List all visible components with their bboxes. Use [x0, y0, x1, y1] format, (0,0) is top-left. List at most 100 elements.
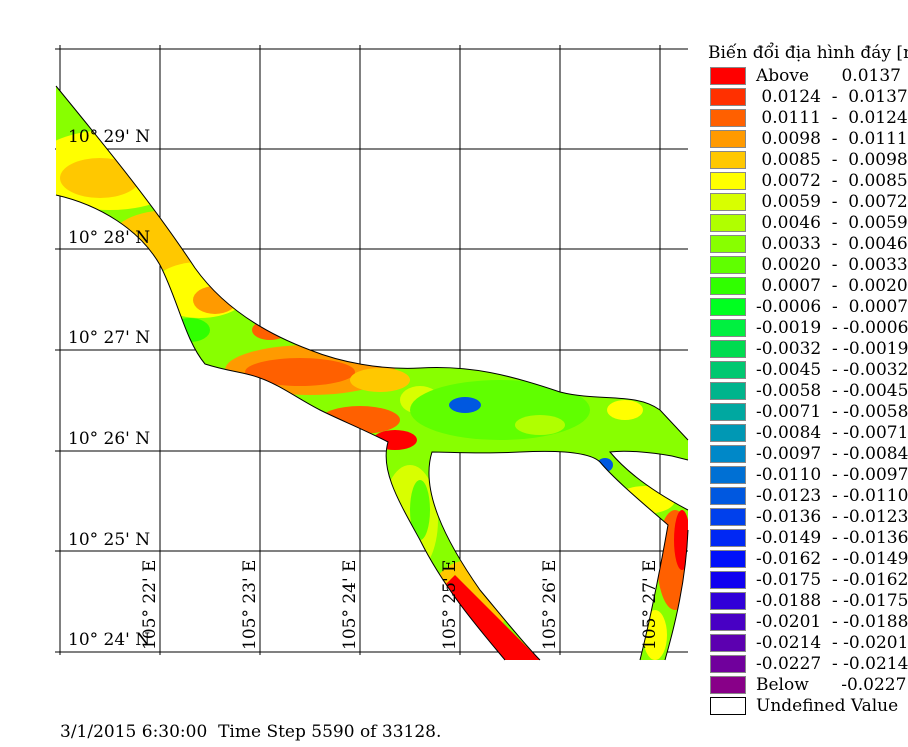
legend-label: -0.0032 - -0.0019: [756, 339, 908, 359]
legend-swatch: [710, 487, 746, 505]
legend-label: Above 0.0137: [756, 66, 901, 86]
legend-label: -0.0006 - 0.0007: [756, 297, 908, 317]
legend-label: -0.0175 - -0.0162: [756, 570, 908, 590]
legend-label: 0.0033 - 0.0046: [756, 234, 908, 254]
legend-swatch: [710, 193, 746, 211]
legend-label: -0.0188 - -0.0175: [756, 591, 908, 611]
legend-items: Above 0.0137 0.0124 - 0.0137 0.0111 - 0.…: [708, 66, 908, 717]
legend-swatch: [710, 508, 746, 526]
legend-item: -0.0188 - -0.0175: [708, 591, 908, 612]
legend-swatch: [710, 592, 746, 610]
latitude-label: 10° 26' N: [68, 429, 151, 449]
legend-swatch: [710, 256, 746, 274]
legend-swatch: [710, 109, 746, 127]
legend-item: -0.0149 - -0.0136: [708, 528, 908, 549]
legend-item: 0.0072 - 0.0085: [708, 171, 908, 192]
legend-swatch: [710, 571, 746, 589]
legend-swatch: [710, 340, 746, 358]
status-text: 3/1/2015 6:30:00 Time Step 5590 of 33128…: [60, 722, 442, 742]
legend-label: 0.0098 - 0.0111: [756, 129, 908, 149]
legend-item: -0.0058 - -0.0045: [708, 381, 908, 402]
legend-label: -0.0097 - -0.0084: [756, 444, 908, 464]
legend-item: Above 0.0137: [708, 66, 908, 87]
legend-swatch: [710, 424, 746, 442]
longitude-label: 105° 22' E: [140, 559, 160, 650]
legend-swatch: [710, 298, 746, 316]
legend-swatch: [710, 235, 746, 253]
legend-label: 0.0007 - 0.0020: [756, 276, 908, 296]
legend-item: 0.0046 - 0.0059: [708, 213, 908, 234]
legend-label: 0.0111 - 0.0124: [756, 108, 908, 128]
legend-swatch: [710, 634, 746, 652]
legend-swatch: [710, 466, 746, 484]
legend-item: -0.0136 - -0.0123: [708, 507, 908, 528]
legend-item: -0.0175 - -0.0162: [708, 570, 908, 591]
legend-label: -0.0084 - -0.0071: [756, 423, 908, 443]
legend-label: -0.0227 - -0.0214: [756, 654, 908, 674]
legend-item: -0.0201 - -0.0188: [708, 612, 908, 633]
longitude-label: 105° 25' E: [440, 559, 460, 650]
legend-label: 0.0046 - 0.0059: [756, 213, 908, 233]
legend-swatch: [710, 172, 746, 190]
legend-item: -0.0006 - 0.0007: [708, 297, 908, 318]
legend-swatch: [710, 277, 746, 295]
legend-item: -0.0045 - -0.0032: [708, 360, 908, 381]
legend-label: -0.0214 - -0.0201: [756, 633, 908, 653]
legend-swatch: [710, 88, 746, 106]
legend-item: -0.0227 - -0.0214: [708, 654, 908, 675]
legend-swatch: [710, 550, 746, 568]
legend-item: -0.0032 - -0.0019: [708, 339, 908, 360]
legend-swatch: [710, 319, 746, 337]
legend-label: -0.0162 - -0.0149: [756, 549, 908, 569]
legend-item: 0.0098 - 0.0111: [708, 129, 908, 150]
longitude-label: 105° 23' E: [240, 559, 260, 650]
legend-swatch: [710, 529, 746, 547]
legend-label: 0.0072 - 0.0085: [756, 171, 908, 191]
legend-item: -0.0097 - -0.0084: [708, 444, 908, 465]
legend-label: -0.0149 - -0.0136: [756, 528, 908, 548]
legend-title: Biến đổi địa hình đáy [m]: [708, 43, 908, 63]
legend-item: -0.0162 - -0.0149: [708, 549, 908, 570]
latitude-label: 10° 27' N: [68, 328, 151, 348]
latitude-label: 10° 25' N: [68, 530, 151, 550]
legend-label: -0.0071 - -0.0058: [756, 402, 908, 422]
legend: Biến đổi địa hình đáy [m] Above 0.0137 0…: [708, 42, 908, 717]
legend-label: 0.0085 - 0.0098: [756, 150, 908, 170]
legend-item: 0.0111 - 0.0124: [708, 108, 908, 129]
legend-swatch: [710, 67, 746, 85]
legend-swatch: [710, 214, 746, 232]
latitude-label: 10° 29' N: [68, 127, 151, 147]
legend-swatch: [710, 697, 746, 715]
legend-label: -0.0201 - -0.0188: [756, 612, 908, 632]
legend-item: -0.0019 - -0.0006: [708, 318, 908, 339]
legend-label: Below -0.0227: [756, 675, 907, 695]
legend-swatch: [710, 130, 746, 148]
legend-item: Undefined Value: [708, 696, 908, 717]
legend-label: -0.0019 - -0.0006: [756, 318, 908, 338]
legend-swatch: [710, 151, 746, 169]
legend-label: -0.0110 - -0.0097: [756, 465, 908, 485]
longitude-label: 105° 27' E: [640, 559, 660, 650]
legend-label: 0.0059 - 0.0072: [756, 192, 908, 212]
legend-item: -0.0084 - -0.0071: [708, 423, 908, 444]
legend-item: -0.0071 - -0.0058: [708, 402, 908, 423]
legend-swatch: [710, 655, 746, 673]
legend-label: Undefined Value: [756, 696, 899, 716]
longitude-label: 105° 26' E: [540, 559, 560, 650]
river-bed-change-map: [55, 45, 689, 661]
legend-item: 0.0033 - 0.0046: [708, 234, 908, 255]
legend-swatch: [710, 613, 746, 631]
legend-swatch: [710, 361, 746, 379]
legend-swatch: [710, 382, 746, 400]
legend-item: 0.0007 - 0.0020: [708, 276, 908, 297]
latitude-label: 10° 24' N: [68, 630, 151, 650]
legend-label: 0.0124 - 0.0137: [756, 87, 908, 107]
legend-label: -0.0136 - -0.0123: [756, 507, 908, 527]
legend-item: Below -0.0227: [708, 675, 908, 696]
legend-label: 0.0020 - 0.0033: [756, 255, 908, 275]
legend-item: 0.0020 - 0.0033: [708, 255, 908, 276]
legend-item: -0.0110 - -0.0097: [708, 465, 908, 486]
river-outline: [55, 85, 689, 661]
legend-swatch: [710, 403, 746, 421]
legend-item: 0.0059 - 0.0072: [708, 192, 908, 213]
